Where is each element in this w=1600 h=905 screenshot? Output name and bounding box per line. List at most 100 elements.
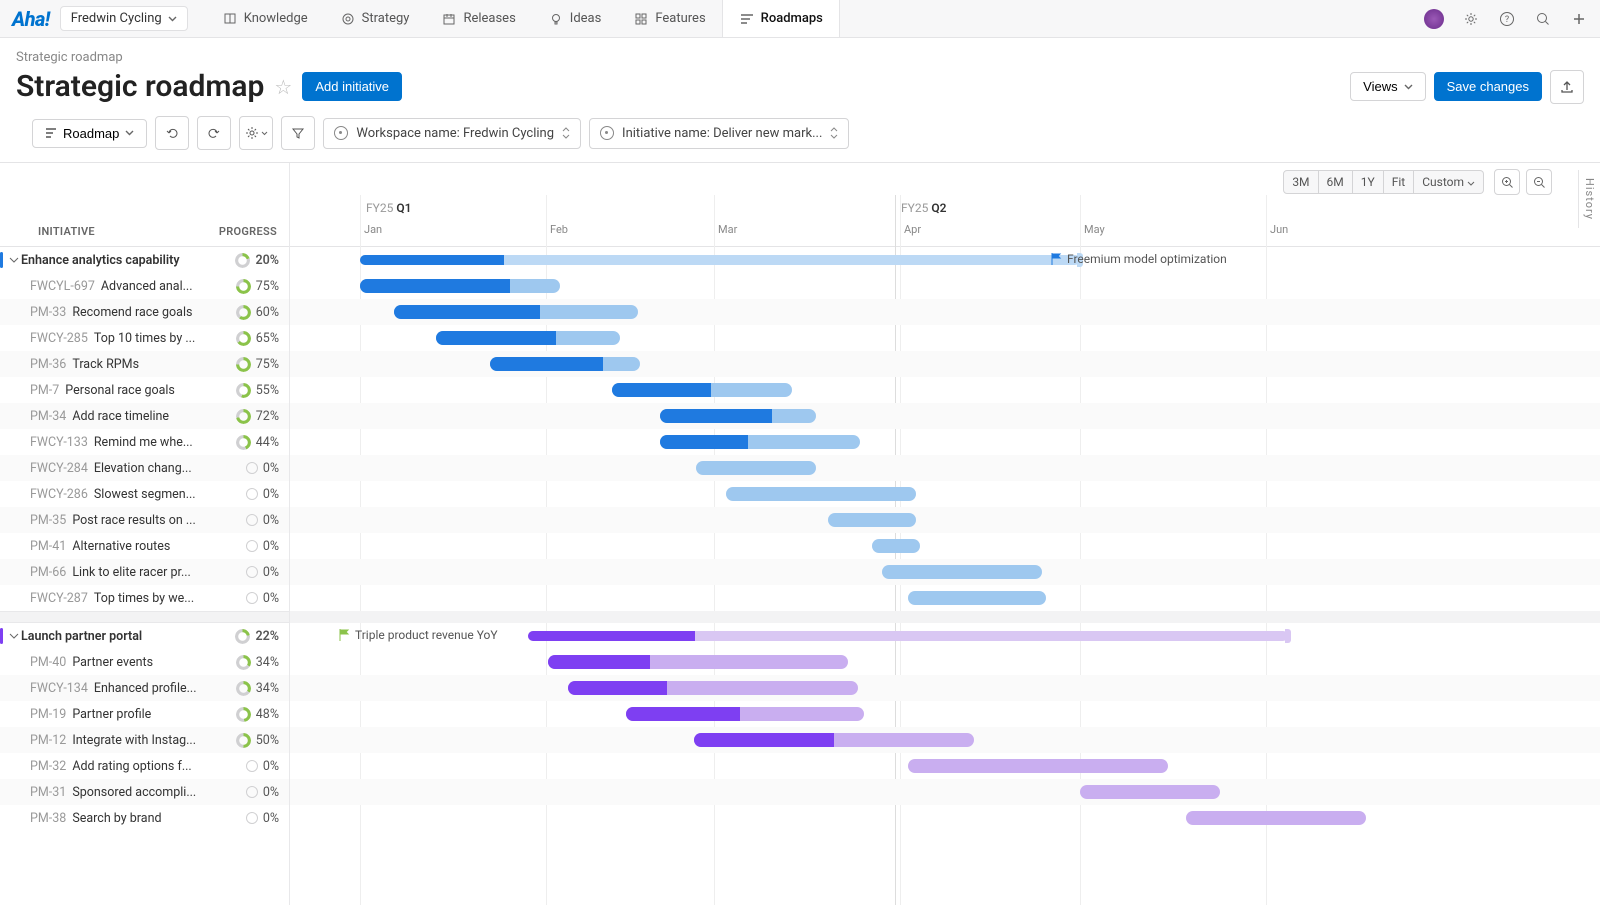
progress-cell: 0% xyxy=(223,785,279,800)
settings-gear-button[interactable] xyxy=(239,116,273,150)
item-row[interactable]: FWCY-286 Slowest segmen... 0% xyxy=(0,481,289,507)
star-icon[interactable]: ☆ xyxy=(274,75,292,99)
avatar[interactable] xyxy=(1424,9,1444,29)
share-icon[interactable] xyxy=(1550,70,1584,104)
item-row[interactable]: PM-40 Partner events 34% xyxy=(0,649,289,675)
gantt-bar[interactable] xyxy=(360,255,1080,265)
breadcrumb[interactable]: Strategic roadmap xyxy=(16,50,1584,65)
gantt-row xyxy=(290,701,1600,727)
gantt-row xyxy=(290,377,1600,403)
nav-tab-label: Strategy xyxy=(362,11,410,26)
filter-workspace[interactable]: Workspace name: Fredwin Cycling xyxy=(323,118,581,149)
caret-down-icon[interactable] xyxy=(9,256,21,264)
gantt-bar[interactable] xyxy=(660,435,860,449)
group-row[interactable]: Launch partner portal 22% xyxy=(0,623,289,649)
gantt-bar[interactable] xyxy=(726,487,916,501)
undo-button[interactable] xyxy=(155,116,189,150)
nav-tab-roadmaps[interactable]: Roadmaps xyxy=(722,0,840,37)
gantt-bar[interactable] xyxy=(872,539,920,553)
gantt-bar[interactable] xyxy=(548,655,848,669)
nav-tab-knowledge[interactable]: Knowledge xyxy=(206,0,324,37)
nav-tab-ideas[interactable]: Ideas xyxy=(532,0,618,37)
milestone[interactable]: Freemium model optimization xyxy=(1050,252,1227,266)
gantt-bar[interactable] xyxy=(696,461,816,475)
gantt-bar[interactable] xyxy=(1080,785,1220,799)
history-tab[interactable]: History xyxy=(1578,170,1600,228)
zoom-custom[interactable]: Custom xyxy=(1414,170,1484,194)
zoom-3m[interactable]: 3M xyxy=(1283,170,1318,194)
item-row[interactable]: PM-32 Add rating options f... 0% xyxy=(0,753,289,779)
gantt-bar[interactable] xyxy=(1186,811,1366,825)
gantt-bar[interactable] xyxy=(828,513,916,527)
roadmap-dropdown[interactable]: Roadmap xyxy=(32,119,147,148)
item-row[interactable]: PM-36 Track RPMs 75% xyxy=(0,351,289,377)
progress-cell: 22% xyxy=(223,629,279,644)
gantt-bar[interactable] xyxy=(626,707,864,721)
add-icon[interactable] xyxy=(1570,10,1588,28)
item-row[interactable]: FWCYL-697 Advanced anal... 75% xyxy=(0,273,289,299)
gantt-bar[interactable] xyxy=(394,305,638,319)
zoom-1y[interactable]: 1Y xyxy=(1353,170,1384,194)
gantt-row xyxy=(290,325,1600,351)
gantt-bar[interactable] xyxy=(908,591,1046,605)
item-code: FWCY-285 xyxy=(0,331,88,346)
item-row[interactable]: PM-19 Partner profile 48% xyxy=(0,701,289,727)
gantt-bar[interactable] xyxy=(528,631,1288,641)
save-changes-button[interactable]: Save changes xyxy=(1434,72,1542,101)
rows-list[interactable]: Enhance analytics capability 20%FWCYL-69… xyxy=(0,247,289,905)
gantt-chart[interactable]: Freemium model optimization Triple produ… xyxy=(290,247,1600,831)
progress-donut-icon xyxy=(236,305,251,320)
nav-tab-releases[interactable]: Releases xyxy=(425,0,531,37)
item-name: Alternative routes xyxy=(72,539,223,554)
gantt-bar[interactable] xyxy=(436,331,620,345)
gantt-row xyxy=(290,507,1600,533)
item-row[interactable]: PM-31 Sponsored accompli... 0% xyxy=(0,779,289,805)
filter-button[interactable] xyxy=(281,116,315,150)
views-button[interactable]: Views xyxy=(1350,72,1425,101)
progress-donut-icon xyxy=(235,629,250,644)
item-row[interactable]: PM-7 Personal race goals 55% xyxy=(0,377,289,403)
item-row[interactable]: PM-12 Integrate with Instag... 50% xyxy=(0,727,289,753)
redo-button[interactable] xyxy=(197,116,231,150)
gantt-bar[interactable] xyxy=(360,279,560,293)
gantt-bar[interactable] xyxy=(694,733,974,747)
gantt-bar[interactable] xyxy=(908,759,1168,773)
progress-donut-icon xyxy=(235,253,250,268)
item-row[interactable]: FWCY-133 Remind me whe... 44% xyxy=(0,429,289,455)
gantt-bar[interactable] xyxy=(490,357,640,371)
group-row[interactable]: Enhance analytics capability 20% xyxy=(0,247,289,273)
gantt-bar[interactable] xyxy=(568,681,858,695)
gantt-bar[interactable] xyxy=(660,409,816,423)
item-row[interactable]: PM-41 Alternative routes 0% xyxy=(0,533,289,559)
item-row[interactable]: FWCY-284 Elevation chang... 0% xyxy=(0,455,289,481)
item-row[interactable]: PM-35 Post race results on ... 0% xyxy=(0,507,289,533)
nav-tab-features[interactable]: Features xyxy=(617,0,721,37)
progress-donut-icon xyxy=(236,733,251,748)
search-icon[interactable] xyxy=(1534,10,1552,28)
group-name: Launch partner portal xyxy=(21,629,223,644)
progress-cell: 60% xyxy=(223,305,279,320)
settings-icon[interactable] xyxy=(1462,10,1480,28)
zoom-fit[interactable]: Fit xyxy=(1384,170,1414,194)
item-row[interactable]: FWCY-134 Enhanced profile... 34% xyxy=(0,675,289,701)
caret-down-icon[interactable] xyxy=(9,632,21,640)
timeline-panel[interactable]: 3M6M1YFitCustom FY25 Q1FY25 Q2JanFebMarA… xyxy=(290,163,1600,905)
filter-initiative[interactable]: Initiative name: Deliver new mark... xyxy=(589,118,849,149)
gantt-bar[interactable] xyxy=(612,383,792,397)
workspace-selector[interactable]: Fredwin Cycling xyxy=(60,6,188,31)
add-initiative-button[interactable]: Add initiative xyxy=(302,72,402,101)
item-row[interactable]: PM-34 Add race timeline 72% xyxy=(0,403,289,429)
gantt-bar[interactable] xyxy=(882,565,1042,579)
nav-tab-strategy[interactable]: Strategy xyxy=(324,0,426,37)
item-row[interactable]: FWCY-285 Top 10 times by ... 65% xyxy=(0,325,289,351)
item-row[interactable]: PM-38 Search by brand 0% xyxy=(0,805,289,831)
zoom-in-icon[interactable] xyxy=(1494,169,1520,195)
zoom-6m[interactable]: 6M xyxy=(1319,170,1353,194)
zoom-out-icon[interactable] xyxy=(1526,169,1552,195)
item-name: Personal race goals xyxy=(65,383,223,398)
item-row[interactable]: PM-33 Recomend race goals 60% xyxy=(0,299,289,325)
item-row[interactable]: FWCY-287 Top times by we... 0% xyxy=(0,585,289,611)
help-icon[interactable]: ? xyxy=(1498,10,1516,28)
milestone[interactable]: Triple product revenue YoY xyxy=(338,628,498,642)
item-row[interactable]: PM-66 Link to elite racer pr... 0% xyxy=(0,559,289,585)
